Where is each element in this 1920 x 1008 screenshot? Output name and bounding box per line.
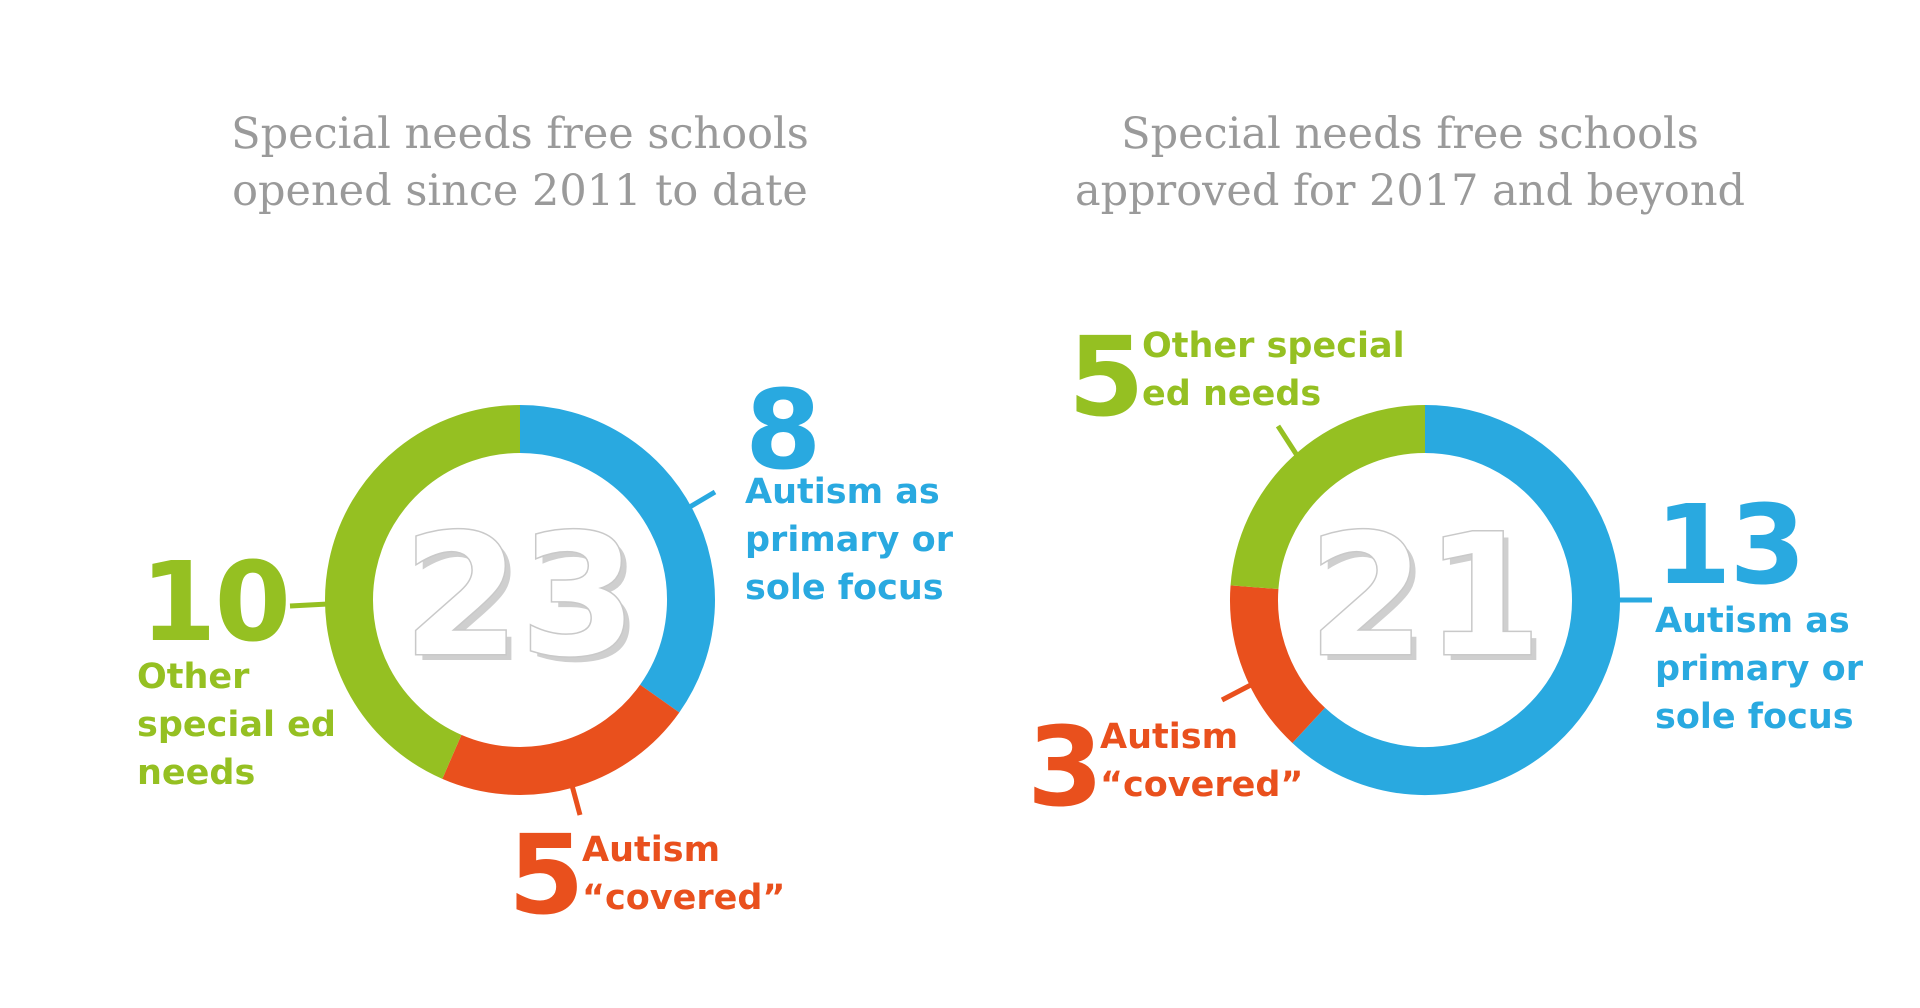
chart-1-value-other-sen: 10 [140,538,291,666]
chart-1-slice-other-sen [325,405,521,779]
chart-2-value-other-sen: 5 [1068,313,1145,441]
chart-2-value-autism-primary: 13 [1655,481,1806,609]
chart-1-value-autism-covered: 5 [508,811,585,939]
chart-2-title-line-1: Special needs free schools [1121,109,1699,159]
chart-2-value-autism-covered: 3 [1027,703,1104,831]
chart-1-title-line-1: Special needs free schools [231,109,809,159]
chart-2-label-autism-primary-line-3: sole focus [1655,697,1854,737]
chart-2-label-autism-covered-line-2: “covered” [1100,765,1304,805]
chart-2-slice-other-sen [1230,405,1426,590]
chart-2-label-autism-primary-line-2: primary or [1655,649,1863,689]
chart-1-label-other-sen-line-2: special ed [137,705,336,745]
chart-1-total-shadow: 23 [409,504,643,700]
chart-2-label-autism-covered: Autism “covered” [1100,713,1303,809]
chart-1-label-other-sen: Other special ed needs [137,653,336,797]
chart-2-slice-autism-primary [1292,405,1620,795]
chart-1-leader-autism-covered [567,777,583,816]
chart-1-leader-autism-primary [686,489,717,511]
chart-1-slice-autism-primary [519,405,715,713]
chart-2-donut: 21 21 [1230,405,1620,795]
chart-2-label-autism-covered-line-1: Autism [1100,717,1239,757]
chart-1-label-autism-primary-line-1: Autism as [745,472,940,512]
chart-1-label-autism-covered-line-1: Autism [582,830,721,870]
chart-1-label-autism-covered-line-2: “covered” [582,878,786,918]
chart-1-label-other-sen-line-1: Other [137,657,250,697]
chart-1-donut: 23 23 [325,405,715,795]
chart-2-total-shadow: 21 [1314,504,1548,700]
chart-1-label-other-sen-line-3: needs [137,753,256,793]
chart-1-total: 23 [403,498,637,694]
chart-2-label-other-sen: Other special ed needs [1142,322,1405,418]
chart-1-title-line-2: opened since 2011 to date [232,166,808,216]
chart-2-label-other-sen-line-2: ed needs [1142,374,1322,414]
chart-1-label-autism-primary-line-2: primary or [745,520,953,560]
chart-2-label-autism-primary-line-1: Autism as [1655,601,1850,641]
chart-2-label-autism-primary: Autism as primary or sole focus [1655,597,1863,741]
chart-1-label-autism-covered: Autism “covered” [582,826,785,922]
chart-1-label-autism-primary-line-3: sole focus [745,568,944,608]
chart-2-slice-autism-covered [1230,585,1326,743]
chart-1-slice-autism-covered [442,684,680,795]
chart-1-title: Special needs free schools opened since … [170,106,870,220]
chart-1-value-autism-primary: 8 [745,366,822,494]
chart-2-title: Special needs free schools approved for … [1060,106,1760,220]
chart-2-title-line-2: approved for 2017 and beyond [1074,166,1746,216]
chart-2-label-other-sen-line-1: Other special [1142,326,1405,366]
chart-1-label-autism-primary: Autism as primary or sole focus [745,468,953,612]
chart-2-total: 21 [1308,498,1542,694]
chart-1-leader-other-sen [289,601,329,609]
